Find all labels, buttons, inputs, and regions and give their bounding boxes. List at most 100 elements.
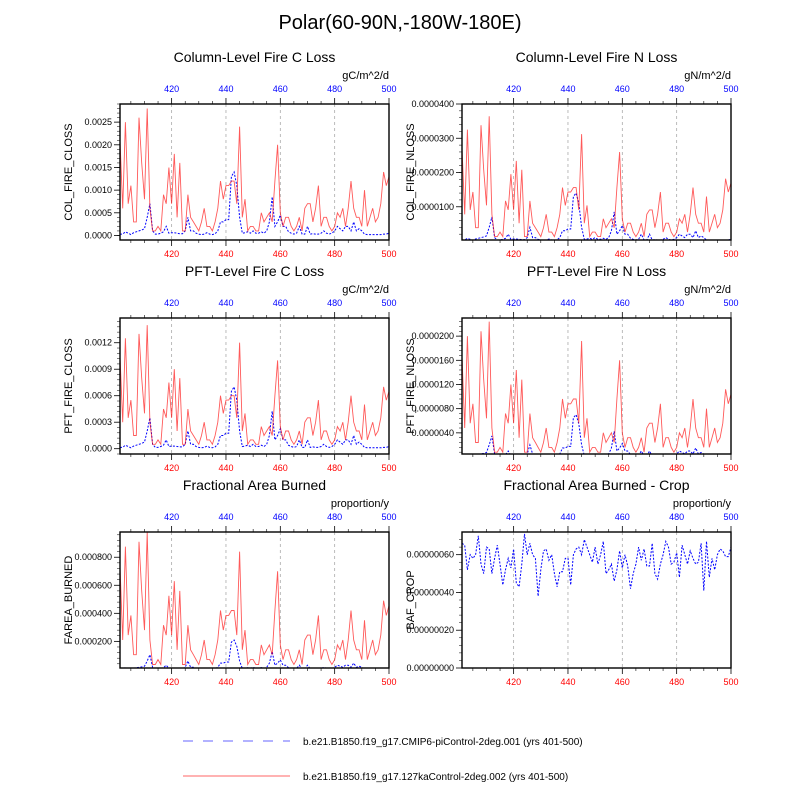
x-tick-label-top: 480 (669, 512, 684, 522)
x-tick-label-top: 460 (615, 512, 630, 522)
x-tick-label-top: 420 (506, 84, 521, 94)
x-tick-label-top: 500 (381, 84, 396, 94)
units-label: proportion/y (673, 498, 732, 510)
units-label: proportion/y (331, 498, 390, 510)
series-line-picontrol (120, 385, 389, 449)
x-tick-label-bottom: 460 (615, 677, 630, 687)
y-tick-label: 0.0009 (84, 364, 112, 374)
y-axis-label: PFT_FIRE_CLOSS (63, 338, 75, 433)
plot-frame (119, 103, 390, 241)
x-tick-label-bottom: 420 (506, 463, 521, 473)
x-tick-label-bottom: 440 (560, 249, 575, 259)
y-tick-label: 0.00000020 (406, 625, 454, 635)
plot-frame (461, 317, 732, 455)
y-tick-label: 0.00000060 (406, 550, 454, 560)
panel-title: Fractional Area Burned (183, 477, 326, 493)
y-tick-label: 0.000800 (74, 552, 112, 562)
y-tick-label: 0.00000040 (406, 587, 454, 597)
figure-title: Polar(60-90N,-180W-180E) (278, 12, 521, 34)
legend-label-127ka: b.e21.B1850.f19_g17.127kaControl-2deg.00… (303, 772, 568, 783)
x-tick-label-bottom: 440 (218, 249, 233, 259)
units-label: gC/m^2/d (342, 284, 389, 296)
y-tick-label: 0.0005 (84, 208, 112, 218)
x-tick-label-top: 460 (273, 84, 288, 94)
y-tick-label: 0.0003 (84, 417, 112, 427)
x-tick-label-bottom: 420 (164, 463, 179, 473)
y-tick-label: 0.0000200 (411, 168, 454, 178)
x-tick-label-top: 440 (218, 512, 233, 522)
x-tick-label-top: 480 (327, 84, 342, 94)
series-line-127ka (120, 532, 389, 667)
y-tick-label: 0.0020 (84, 140, 112, 150)
x-tick-label-bottom: 500 (381, 463, 396, 473)
x-tick-label-bottom: 440 (560, 677, 575, 687)
x-tick-label-bottom: 500 (723, 249, 738, 259)
x-tick-label-bottom: 420 (506, 249, 521, 259)
x-tick-label-top: 480 (327, 298, 342, 308)
units-label: gN/m^2/d (684, 70, 731, 82)
x-tick-label-top: 420 (164, 512, 179, 522)
x-tick-label-bottom: 500 (381, 249, 396, 259)
panel-title: Column-Level Fire N Loss (516, 49, 678, 65)
x-tick-label-top: 480 (669, 84, 684, 94)
x-tick-label-top: 480 (669, 298, 684, 308)
x-tick-label-top: 440 (218, 298, 233, 308)
plot-frame (119, 531, 390, 669)
x-tick-label-bottom: 440 (560, 463, 575, 473)
y-tick-label: 0.0015 (84, 162, 112, 172)
y-tick-label: 0.000400 (74, 608, 112, 618)
y-tick-label: 0.0000 (84, 444, 112, 454)
x-tick-label-top: 460 (273, 512, 288, 522)
legend: b.e21.B1850.f19_g17.CMIP6-piControl-2deg… (183, 737, 583, 783)
x-tick-label-top: 420 (506, 512, 521, 522)
units-label: gC/m^2/d (342, 70, 389, 82)
series-line-127ka (120, 108, 389, 233)
panel-pft-fire-closs: PFT-Level Fire C Loss gC/m^2/d PFT_FIRE_CL… (63, 263, 397, 473)
x-tick-label-bottom: 420 (164, 677, 179, 687)
legend-label-picontrol: b.e21.B1850.f19_g17.CMIP6-piControl-2deg… (303, 737, 583, 748)
series-line-picontrol (123, 639, 389, 668)
panel-title: Fractional Area Burned - Crop (504, 477, 690, 493)
series-line-127ka (120, 325, 389, 446)
y-tick-label: 0.0000080 (411, 404, 454, 414)
series-line-127ka (462, 321, 731, 454)
x-tick-label-top: 500 (723, 298, 738, 308)
panel-farea-burned: Fractional Area Burned proportion/y FAREA_… (63, 477, 397, 687)
y-axis-label: PFT_FIRE_NLOSS (405, 338, 417, 433)
plot-frame (461, 103, 732, 241)
y-axis-label: COL_FIRE_NLOSS (405, 123, 417, 220)
x-tick-label-bottom: 480 (327, 249, 342, 259)
x-tick-label-bottom: 480 (669, 463, 684, 473)
x-tick-label-bottom: 500 (723, 677, 738, 687)
x-tick-label-bottom: 460 (615, 249, 630, 259)
y-axis-label: BAF_CROP (405, 570, 417, 629)
x-tick-label-bottom: 480 (327, 463, 342, 473)
x-tick-label-top: 420 (164, 298, 179, 308)
y-tick-label: 0.0000040 (411, 428, 454, 438)
x-tick-label-top: 440 (560, 512, 575, 522)
series-line-picontrol (462, 192, 731, 240)
y-tick-label: 0.0000200 (411, 331, 454, 341)
panel-col-fire-nloss: Column-Level Fire N Loss gN/m^2/d COL_FIRE… (405, 49, 739, 259)
y-tick-label: 0.0010 (84, 185, 112, 195)
x-tick-label-top: 500 (723, 512, 738, 522)
y-tick-label: 0.000600 (74, 580, 112, 590)
y-tick-label: 0.0006 (84, 391, 112, 401)
series-line-picontrol (478, 413, 705, 454)
x-tick-label-bottom: 500 (723, 463, 738, 473)
x-tick-label-top: 460 (615, 298, 630, 308)
x-tick-label-top: 440 (560, 298, 575, 308)
y-tick-label: 0.0000160 (411, 355, 454, 365)
x-tick-label-top: 460 (615, 84, 630, 94)
x-tick-label-bottom: 480 (327, 677, 342, 687)
y-tick-label: 0.0000100 (411, 202, 454, 212)
series-line-127ka (462, 116, 731, 239)
x-tick-label-bottom: 460 (273, 463, 288, 473)
panel-col-fire-closs: Column-Level Fire C Loss gC/m^2/d COL_FIRE… (63, 49, 397, 259)
x-tick-label-bottom: 500 (381, 677, 396, 687)
units-label: gN/m^2/d (684, 284, 731, 296)
series-line-picontrol (120, 170, 389, 236)
x-tick-label-bottom: 440 (218, 463, 233, 473)
y-tick-label: 0.0000400 (411, 99, 454, 109)
